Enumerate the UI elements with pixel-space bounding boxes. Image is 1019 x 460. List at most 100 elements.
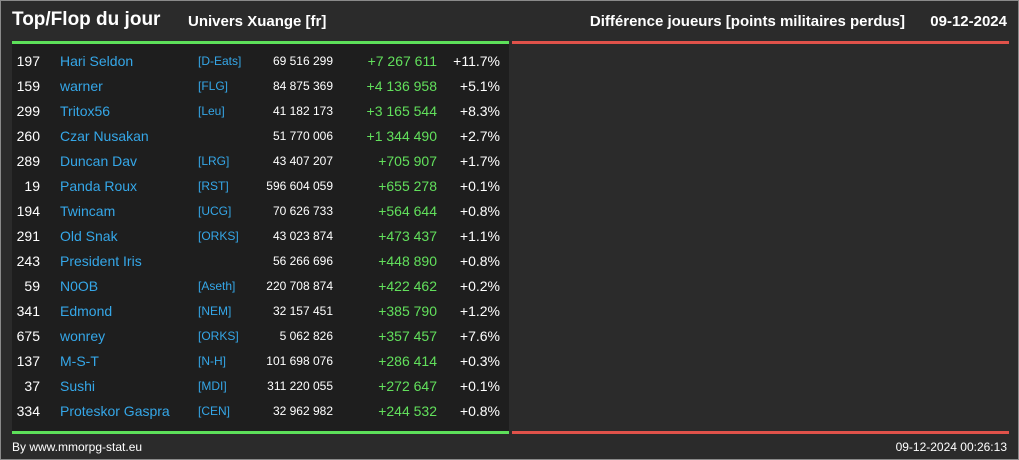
points-difference: +3 165 544 [366, 103, 437, 119]
alliance-tag-link[interactable]: [UCG] [198, 204, 232, 218]
table-row: 289 Duncan Dav [LRG] 43 407 207 +705 907 +1.7… [12, 149, 509, 174]
table-row: 137 M-S-T [N-H] 101 698 076 +286 414 +0.3% [12, 349, 509, 374]
alliance-tag-link[interactable]: [FLG] [198, 79, 229, 93]
percent-change: +11.7% [453, 53, 500, 69]
player-name-link[interactable]: Hari Seldon [60, 53, 134, 69]
player-points: 43 407 207 [272, 154, 333, 168]
points-difference: +357 457 [378, 328, 437, 344]
points-difference: +244 532 [378, 403, 437, 419]
player-points: 69 516 299 [272, 54, 333, 68]
player-name-link[interactable]: Duncan Dav [60, 153, 138, 169]
percent-change: +5.1% [459, 78, 500, 94]
alliance-tag-link[interactable]: [N-H] [198, 354, 226, 368]
table-row: 341 Edmond [NEM] 32 157 451 +385 790 +1.2% [12, 299, 509, 324]
table-row: 260 Czar Nusakan 51 770 006 +1 344 490 +2.7% [12, 124, 509, 149]
points-difference: +705 907 [378, 153, 437, 169]
player-rank: 260 [16, 128, 40, 144]
percent-change: +7.6% [459, 328, 500, 344]
player-points: 56 266 696 [272, 254, 333, 268]
player-name-link[interactable]: Twincam [60, 203, 116, 219]
alliance-tag-link[interactable]: [MDI] [198, 379, 227, 393]
player-rank: 675 [16, 328, 40, 344]
percent-change: +0.8% [459, 203, 500, 219]
player-name-link[interactable]: Panda Roux [60, 178, 138, 194]
player-rank: 299 [16, 103, 40, 119]
alliance-tag-link[interactable]: [NEM] [198, 304, 232, 318]
percent-change: +2.7% [459, 128, 500, 144]
player-rank: 341 [16, 303, 40, 319]
alliance-tag-link[interactable]: [ORKS] [198, 229, 239, 243]
table-row: 159 warner [FLG] 84 875 369 +4 136 958 +5.1% [12, 74, 509, 99]
points-difference: +564 644 [378, 203, 437, 219]
table-row: 675 wonrey [ORKS] 5 062 826 +357 457 +7.6% [12, 324, 509, 349]
player-name-link[interactable]: wonrey [60, 328, 106, 344]
points-difference: +385 790 [378, 303, 437, 319]
points-difference: +1 344 490 [366, 128, 437, 144]
alliance-tag-link[interactable]: [D-Eats] [198, 54, 242, 68]
player-points: 70 626 733 [272, 204, 333, 218]
points-difference: +448 890 [378, 253, 437, 269]
flop-players-panel [512, 41, 1009, 434]
player-name-link[interactable]: M-S-T [60, 353, 99, 369]
player-points: 101 698 076 [266, 354, 333, 368]
points-difference: +4 136 958 [366, 78, 437, 94]
player-points: 84 875 369 [272, 79, 333, 93]
player-points: 32 962 982 [272, 404, 333, 418]
table-row: 37 Sushi [MDI] 311 220 055 +272 647 +0.1% [12, 374, 509, 399]
alliance-tag-link[interactable]: [Aseth] [198, 279, 236, 293]
percent-change: +0.1% [459, 178, 500, 194]
player-name-link[interactable]: Proteskor Gaspra [60, 403, 170, 419]
table-row: 334 Proteskor Gaspra [CEN] 32 962 982 +244 5… [12, 399, 509, 424]
player-points: 220 708 874 [266, 279, 333, 293]
player-name-link[interactable]: Tritox56 [60, 103, 111, 119]
percent-change: +0.2% [459, 278, 500, 294]
footer-credit[interactable]: By www.mmorpg-stat.eu [12, 440, 143, 454]
player-name-link[interactable]: Sushi [60, 378, 96, 394]
player-name-link[interactable]: Czar Nusakan [60, 128, 149, 144]
player-name-link[interactable]: Old Snak [60, 228, 118, 244]
player-rank: 59 [24, 278, 40, 294]
player-points: 32 157 451 [272, 304, 333, 318]
player-rank: 291 [16, 228, 40, 244]
percent-change: +0.8% [459, 253, 500, 269]
alliance-tag-link[interactable]: [RST] [198, 179, 229, 193]
player-name-link[interactable]: N0OB [60, 278, 99, 294]
alliance-tag-link[interactable]: [ORKS] [198, 329, 239, 343]
player-points: 41 182 173 [272, 104, 333, 118]
percent-change: +1.2% [459, 303, 500, 319]
alliance-tag-link[interactable]: [Leu] [198, 104, 225, 118]
player-rank: 197 [16, 53, 40, 69]
footer-timestamp: 09-12-2024 00:26:13 [895, 440, 1007, 454]
player-points: 51 770 006 [272, 129, 333, 143]
points-difference: +286 414 [378, 353, 437, 369]
percent-change: +0.1% [459, 378, 500, 394]
player-points: 311 220 055 [267, 379, 333, 393]
table-row: 59 N0OB [Aseth] 220 708 874 +422 462 +0.2% [12, 274, 509, 299]
player-rank: 289 [16, 153, 40, 169]
universe-label: Univers Xuange [fr] [188, 13, 327, 30]
percent-change: +8.3% [459, 103, 500, 119]
percent-change: +0.3% [459, 353, 500, 369]
player-name-link[interactable]: President Iris [60, 253, 142, 269]
table-row: 197 Hari Seldon [D-Eats] 69 516 299 +7 267 6… [12, 49, 509, 74]
report-date: 09-12-2024 [930, 13, 1007, 30]
points-difference: +7 267 611 [367, 53, 437, 69]
points-difference: +422 462 [378, 278, 437, 294]
table-row: 291 Old Snak [ORKS] 43 023 874 +473 437 +1.1% [12, 224, 509, 249]
player-points: 43 023 874 [272, 229, 333, 243]
percent-change: +1.7% [459, 153, 500, 169]
points-difference: +473 437 [378, 228, 437, 244]
player-rank: 194 [16, 203, 40, 219]
player-rank: 19 [24, 178, 40, 194]
alliance-tag-link[interactable]: [CEN] [198, 404, 231, 418]
percent-change: +1.1% [459, 228, 500, 244]
player-points: 596 604 059 [266, 179, 333, 193]
table-row: 19 Panda Roux [RST] 596 604 059 +655 278 +0.1… [12, 174, 509, 199]
table-row: 299 Tritox56 [Leu] 41 182 173 +3 165 544 +8.3… [12, 99, 509, 124]
player-name-link[interactable]: Edmond [60, 303, 113, 319]
player-name-link[interactable]: warner [60, 78, 103, 94]
player-rank: 334 [16, 403, 40, 419]
percent-change: +0.8% [459, 403, 500, 419]
alliance-tag-link[interactable]: [LRG] [198, 154, 230, 168]
